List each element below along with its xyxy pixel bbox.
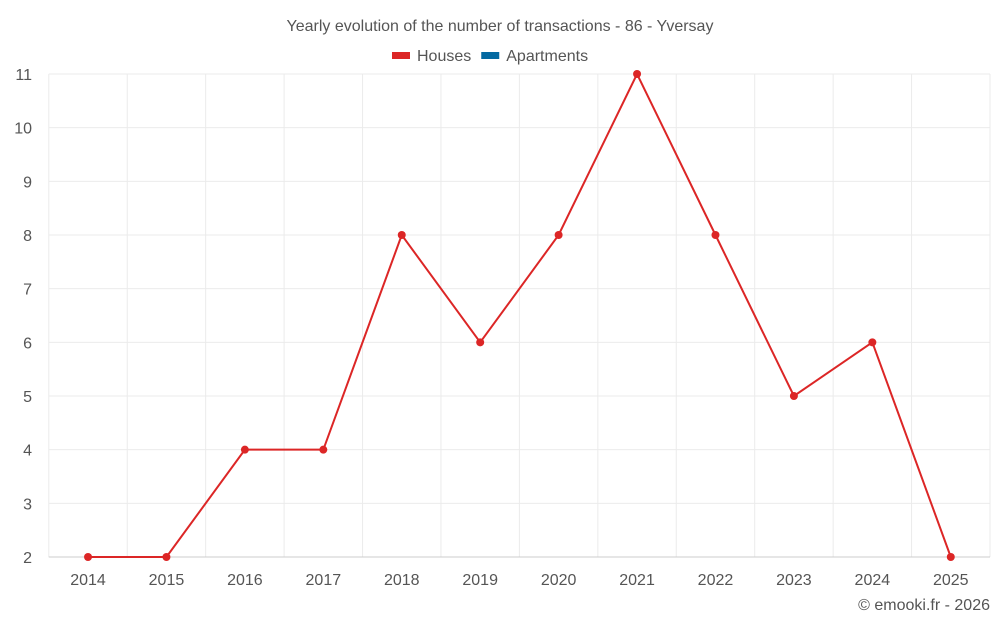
y-tick-label: 2 <box>23 550 32 567</box>
y-tick-label: 3 <box>23 496 32 513</box>
y-tick-label: 4 <box>23 443 32 460</box>
data-point[interactable] <box>240 445 249 454</box>
data-point[interactable] <box>711 231 720 239</box>
data-point[interactable] <box>789 392 798 400</box>
x-tick-label: 2020 <box>541 572 577 589</box>
x-tick-label: 2018 <box>384 572 420 589</box>
legend-item-houses[interactable]: Houses <box>417 48 471 65</box>
legend-swatch-apartments <box>481 52 500 59</box>
x-tick-label: 2022 <box>698 572 734 589</box>
credit-text: © emooki.fr - 2026 <box>858 597 990 614</box>
x-tick-label: 2025 <box>933 572 969 589</box>
data-point[interactable] <box>868 338 877 347</box>
legend-swatch-houses <box>392 52 410 59</box>
data-point[interactable] <box>397 231 406 239</box>
x-tick-label: 2015 <box>149 572 185 589</box>
x-tick-label: 2014 <box>70 572 106 589</box>
series-line-houses <box>88 71 952 558</box>
data-point[interactable] <box>554 231 563 239</box>
y-tick-label: 5 <box>23 389 32 406</box>
y-tick-label: 10 <box>14 121 32 138</box>
data-point[interactable] <box>633 70 642 78</box>
y-tick-label: 9 <box>23 174 32 191</box>
data-point[interactable] <box>162 553 171 561</box>
legend-item-apartments[interactable]: Apartments <box>506 48 588 65</box>
data-point[interactable] <box>84 553 93 561</box>
data-point[interactable] <box>946 553 955 561</box>
y-tick-label: 11 <box>15 67 32 84</box>
y-tick-label: 8 <box>23 228 32 245</box>
x-tick-label: 2017 <box>306 572 342 589</box>
x-tick-label: 2024 <box>855 572 891 589</box>
data-point[interactable] <box>319 445 328 454</box>
x-tick-label: 2016 <box>227 572 263 589</box>
chart-title: Yearly evolution of the number of transa… <box>287 18 714 35</box>
y-tick-label: 6 <box>23 335 32 352</box>
y-tick-label: 7 <box>23 282 32 299</box>
x-tick-label: 2023 <box>776 572 812 589</box>
x-tick-label: 2019 <box>462 572 498 589</box>
x-tick-label: 2021 <box>619 572 655 589</box>
data-point[interactable] <box>476 338 485 347</box>
